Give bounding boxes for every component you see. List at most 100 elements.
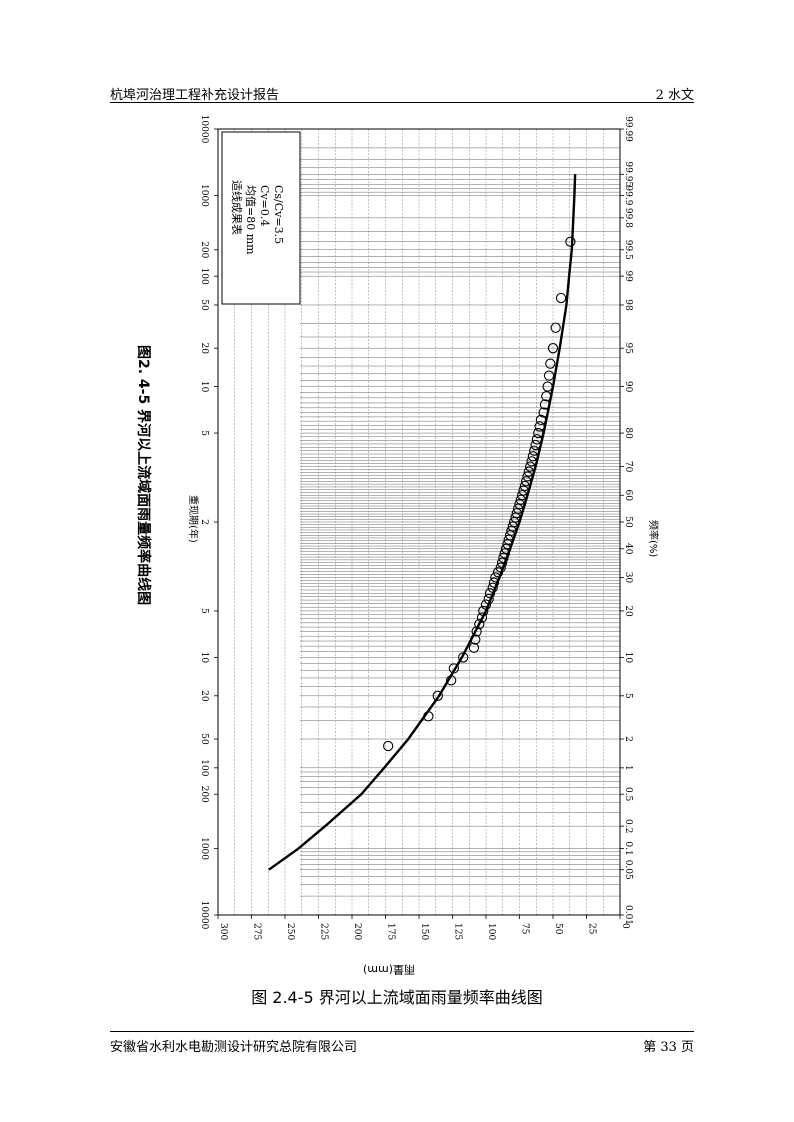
return-tick-label: 1000 [199,184,209,207]
observed-point [534,421,545,432]
observed-point [542,381,553,392]
observed-point [471,626,482,637]
chart-title: 图2. 4-5 界河以上流域面雨量频率曲线图 [135,345,152,605]
y-tick-label: 150 [419,923,429,940]
y-tick-label: 100 [486,923,496,940]
freq-tick-label: 60 [623,490,633,502]
freq-tick-label: 70 [623,461,633,473]
legend-mean: 均值=80 mm [244,185,257,255]
observed-point [458,652,469,663]
freq-tick-label: 99.95 [623,161,633,187]
observed-point [541,391,552,402]
y-tick-label: 300 [218,923,228,940]
observed-point [511,508,522,519]
observed-point [535,414,547,426]
observed-point [468,642,480,653]
legend-cv: Cv=0.4 [258,185,271,226]
observed-point [521,476,532,487]
freq-tick-label: 1 [623,765,633,771]
observed-point [483,593,494,605]
freq-tick-label: 2 [623,736,633,742]
return-tick-label: 200 [199,241,209,258]
observed-point [498,552,509,564]
observed-point [383,740,394,752]
observed-point [499,548,510,559]
freq-tick-label: 0.2 [623,819,633,833]
freq-tick-label: 0.05 [623,860,633,880]
figure-caption: 图 2.4-5 界河以上流域面雨量频率曲线图 [251,988,543,1007]
chart-gridlines [217,129,621,915]
page-footer: 安徽省水利水电勘测设计研究总院有限公司 第 33 页 [110,1031,694,1055]
y-tick-label: 250 [285,923,295,940]
observed-point [526,456,537,467]
freq-tick-label: 99.5 [623,240,633,260]
y-tick-label: 275 [252,923,262,940]
observed-point [490,572,501,583]
observed-point [530,439,541,451]
return-tick-label: 2 [199,519,209,525]
y-axis-ticks: 0 25 50 75 100 125 150 175 200 225 250 275 300 [217,915,630,940]
observed-point [565,236,576,247]
freq-tick-label: 99.9 [623,185,633,205]
observed-point [503,534,514,545]
freq-tick-label: 10 [623,652,633,664]
return-tick-label: 20 [199,690,209,702]
observed-point [496,557,508,568]
observed-point [478,605,489,617]
observed-points [383,236,576,752]
observed-point [543,370,555,381]
freq-tick-label: 99 [623,270,633,282]
footer-page: 第 33 页 [643,1040,694,1055]
y-tick-label: 225 [319,923,329,940]
observed-point [517,490,528,501]
observed-point [488,577,500,588]
return-tick-label: 200 [199,786,209,803]
observed-point [529,445,540,456]
header-chapter: 2 水文 [655,88,694,103]
return-period-axis-ticks: 10000 1000 200 100 50 20 10 5 2 5 10 20 50 100 200 1000… [199,115,218,930]
legend-title: 适线成果表 [230,180,244,235]
x-axis-label: 频率(%) [647,520,660,557]
observed-point [555,292,567,304]
observed-point [539,399,551,410]
observed-point [446,675,457,686]
observed-point [484,588,496,599]
observed-point [522,471,533,482]
x2-axis-label: 重现期(年) [187,495,200,543]
return-tick-label: 5 [199,430,209,436]
freq-tick-label: 98 [623,299,633,311]
frequency-axis-ticks: 0.01 0.05 0.1 0.2 0.5 1 2 5 10 20 30 40 50 60 70 80 90 95… [620,116,633,925]
observed-point [547,343,559,354]
observed-point [507,521,518,532]
y-tick-label: 0 [620,923,630,929]
y-tick-label: 175 [386,923,396,940]
y-tick-label: 50 [553,923,563,935]
return-tick-label: 10 [199,652,209,664]
return-tick-label: 5 [199,608,209,614]
observed-point [523,466,535,477]
y-tick-label: 25 [587,923,597,935]
observed-point [432,690,443,701]
freq-tick-label: 5 [623,693,633,699]
observed-point [533,427,544,439]
observed-point [545,358,556,369]
legend-box: 适线成果表 均值=80 mm Cv=0.4 Cs/Cv=3.5 [221,131,301,305]
observed-point [480,599,492,610]
return-tick-label: 10000 [199,901,209,930]
y-tick-label: 125 [453,923,463,940]
header-title: 杭埠河治理工程补充设计报告 [110,88,280,103]
freq-tick-label: 0.1 [623,841,633,855]
freq-tick-label: 95 [623,342,633,354]
return-tick-label: 100 [199,268,209,285]
observed-point [470,634,481,645]
y-axis-label: 雨量(mm) [363,963,415,976]
observed-point [474,618,485,630]
observed-point [495,562,506,573]
page-header: 杭埠河治理工程补充设计报告 2 水文 [110,82,694,103]
observed-point [448,663,459,674]
observed-point [525,461,536,472]
observed-point [527,451,539,462]
observed-point [423,711,434,722]
y-tick-label: 75 [520,923,530,935]
